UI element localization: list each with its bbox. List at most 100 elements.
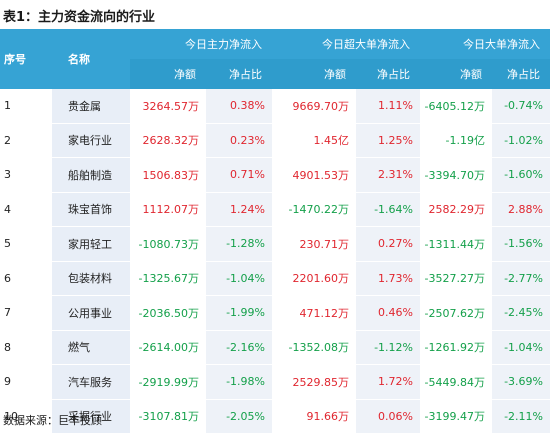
row-seq: 1	[0, 89, 52, 124]
row-main-net-ratio: -1.04%	[206, 261, 272, 296]
row-super-net-amount: 1.45亿	[272, 123, 356, 158]
row-industry-name: 公用事业	[52, 295, 130, 331]
row-main-net-amount: 1112.07万	[130, 192, 206, 227]
row-large-net-ratio: -0.74%	[492, 89, 550, 124]
row-large-net-ratio: -2.77%	[492, 261, 550, 296]
row-main-net-amount: -1080.73万	[130, 226, 206, 262]
column-header-main-net-amount: 净额	[130, 59, 206, 89]
row-large-net-amount: -1261.92万	[420, 330, 492, 365]
table-row: 8 燃气 -2614.00万 -2.16% -1352.08万 -1.12% -1261.9…	[0, 330, 550, 365]
row-industry-name: 家电行业	[52, 123, 130, 158]
row-industry-name: 汽车服务	[52, 364, 130, 400]
row-main-net-ratio: 0.38%	[206, 89, 272, 124]
row-large-net-amount: 2582.29万	[420, 192, 492, 227]
row-large-net-ratio: -1.02%	[492, 123, 550, 158]
row-super-net-ratio: 1.11%	[356, 89, 420, 124]
row-large-net-amount: -2507.62万	[420, 295, 492, 331]
column-group-main-inflow: 今日主力净流入	[130, 29, 272, 59]
row-seq: 3	[0, 157, 52, 193]
row-large-net-ratio: -2.45%	[492, 295, 550, 331]
row-industry-name: 船舶制造	[52, 157, 130, 193]
row-super-net-ratio: 1.72%	[356, 364, 420, 400]
table-row: 2 家电行业 2628.32万 0.23% 1.45亿 1.25% -1.19亿 -1.02%	[0, 123, 550, 158]
row-seq: 6	[0, 261, 52, 296]
row-main-net-amount: -2919.99万	[130, 364, 206, 400]
row-industry-name: 采掘行业	[52, 399, 130, 434]
table-row: 9 汽车服务 -2919.99万 -1.98% 2529.85万 1.72% -5449.8…	[0, 364, 550, 400]
row-super-net-amount: 230.71万	[272, 226, 356, 262]
row-large-net-ratio: -3.69%	[492, 364, 550, 400]
row-super-net-ratio: 1.73%	[356, 261, 420, 296]
table-title: 表1：主力资金流向的行业	[3, 10, 156, 25]
row-large-net-ratio: -1.56%	[492, 226, 550, 262]
row-seq: 5	[0, 226, 52, 262]
row-super-net-amount: 4901.53万	[272, 157, 356, 193]
row-super-net-amount: 91.66万	[272, 399, 356, 434]
row-main-net-ratio: 0.23%	[206, 123, 272, 158]
row-main-net-amount: -2614.00万	[130, 330, 206, 365]
row-large-net-amount: -3527.27万	[420, 261, 492, 296]
row-seq: 10	[0, 399, 52, 434]
row-industry-name: 包装材料	[52, 261, 130, 296]
column-group-large-inflow: 今日大单净流入	[420, 29, 550, 59]
row-seq: 8	[0, 330, 52, 365]
row-main-net-amount: -3107.81万	[130, 399, 206, 434]
row-large-net-ratio: 2.88%	[492, 192, 550, 227]
row-main-net-amount: -1325.67万	[130, 261, 206, 296]
row-main-net-ratio: -1.99%	[206, 295, 272, 331]
row-industry-name: 贵金属	[52, 89, 130, 124]
row-large-net-amount: -3394.70万	[420, 157, 492, 193]
row-super-net-amount: 2201.60万	[272, 261, 356, 296]
table-row: 7 公用事业 -2036.50万 -1.99% 471.12万 0.46% -2507.62…	[0, 295, 550, 331]
row-main-net-amount: 3264.57万	[130, 89, 206, 124]
row-main-net-ratio: 0.71%	[206, 157, 272, 193]
row-industry-name: 珠宝首饰	[52, 192, 130, 227]
row-large-net-ratio: -1.60%	[492, 157, 550, 193]
column-header-seq: 序号	[0, 29, 52, 89]
row-seq: 4	[0, 192, 52, 227]
row-main-net-ratio: 1.24%	[206, 192, 272, 227]
industry-fund-flow-table: 序号 名称 今日主力净流入 今日超大单净流入 今日大单净流入 净额 净占比 净额…	[0, 29, 550, 434]
column-header-main-net-ratio: 净占比	[206, 59, 272, 89]
row-large-net-ratio: -1.04%	[492, 330, 550, 365]
row-seq: 9	[0, 364, 52, 400]
table-row: 1 贵金属 3264.57万 0.38% 9669.70万 1.11% -6405.12万 -…	[0, 89, 550, 124]
table-row: 4 珠宝首饰 1112.07万 1.24% -1470.22万 -1.64% 2582.29…	[0, 192, 550, 227]
row-main-net-amount: -2036.50万	[130, 295, 206, 331]
row-super-net-amount: -1470.22万	[272, 192, 356, 227]
row-super-net-ratio: 1.25%	[356, 123, 420, 158]
row-large-net-amount: -3199.47万	[420, 399, 492, 434]
column-header-super-net-amount: 净额	[272, 59, 356, 89]
table-body: 1 贵金属 3264.57万 0.38% 9669.70万 1.11% -6405.12万 -…	[0, 89, 550, 434]
row-super-net-ratio: 0.06%	[356, 399, 420, 434]
table-row: 10 采掘行业 -3107.81万 -2.05% 91.66万 0.06% -3199.47…	[0, 399, 550, 434]
column-header-large-net-ratio: 净占比	[492, 59, 550, 89]
row-super-net-amount: 9669.70万	[272, 89, 356, 124]
row-main-net-ratio: -1.98%	[206, 364, 272, 400]
table-row: 5 家用轻工 -1080.73万 -1.28% 230.71万 0.27% -1311.44…	[0, 226, 550, 262]
row-main-net-amount: 1506.83万	[130, 157, 206, 193]
row-main-net-amount: 2628.32万	[130, 123, 206, 158]
row-super-net-amount: 471.12万	[272, 295, 356, 331]
row-industry-name: 家用轻工	[52, 226, 130, 262]
row-main-net-ratio: -2.05%	[206, 399, 272, 434]
row-main-net-ratio: -2.16%	[206, 330, 272, 365]
row-large-net-amount: -5449.84万	[420, 364, 492, 400]
row-large-net-amount: -6405.12万	[420, 89, 492, 124]
row-super-net-ratio: -1.12%	[356, 330, 420, 365]
column-header-name: 名称	[52, 29, 130, 89]
table-row: 3 船舶制造 1506.83万 0.71% 4901.53万 2.31% -3394.70万…	[0, 157, 550, 193]
data-source-note: 数据来源：巨丰投顾	[3, 414, 102, 427]
column-header-large-net-amount: 净额	[420, 59, 492, 89]
row-seq: 7	[0, 295, 52, 331]
row-industry-name: 燃气	[52, 330, 130, 365]
table-row: 6 包装材料 -1325.67万 -1.04% 2201.60万 1.73% -3527.2…	[0, 261, 550, 296]
row-super-net-ratio: 2.31%	[356, 157, 420, 193]
row-large-net-amount: -1311.44万	[420, 226, 492, 262]
row-super-net-ratio: -1.64%	[356, 192, 420, 227]
row-large-net-amount: -1.19亿	[420, 123, 492, 158]
row-super-net-amount: -1352.08万	[272, 330, 356, 365]
row-super-net-amount: 2529.85万	[272, 364, 356, 400]
row-main-net-ratio: -1.28%	[206, 226, 272, 262]
row-super-net-ratio: 0.27%	[356, 226, 420, 262]
